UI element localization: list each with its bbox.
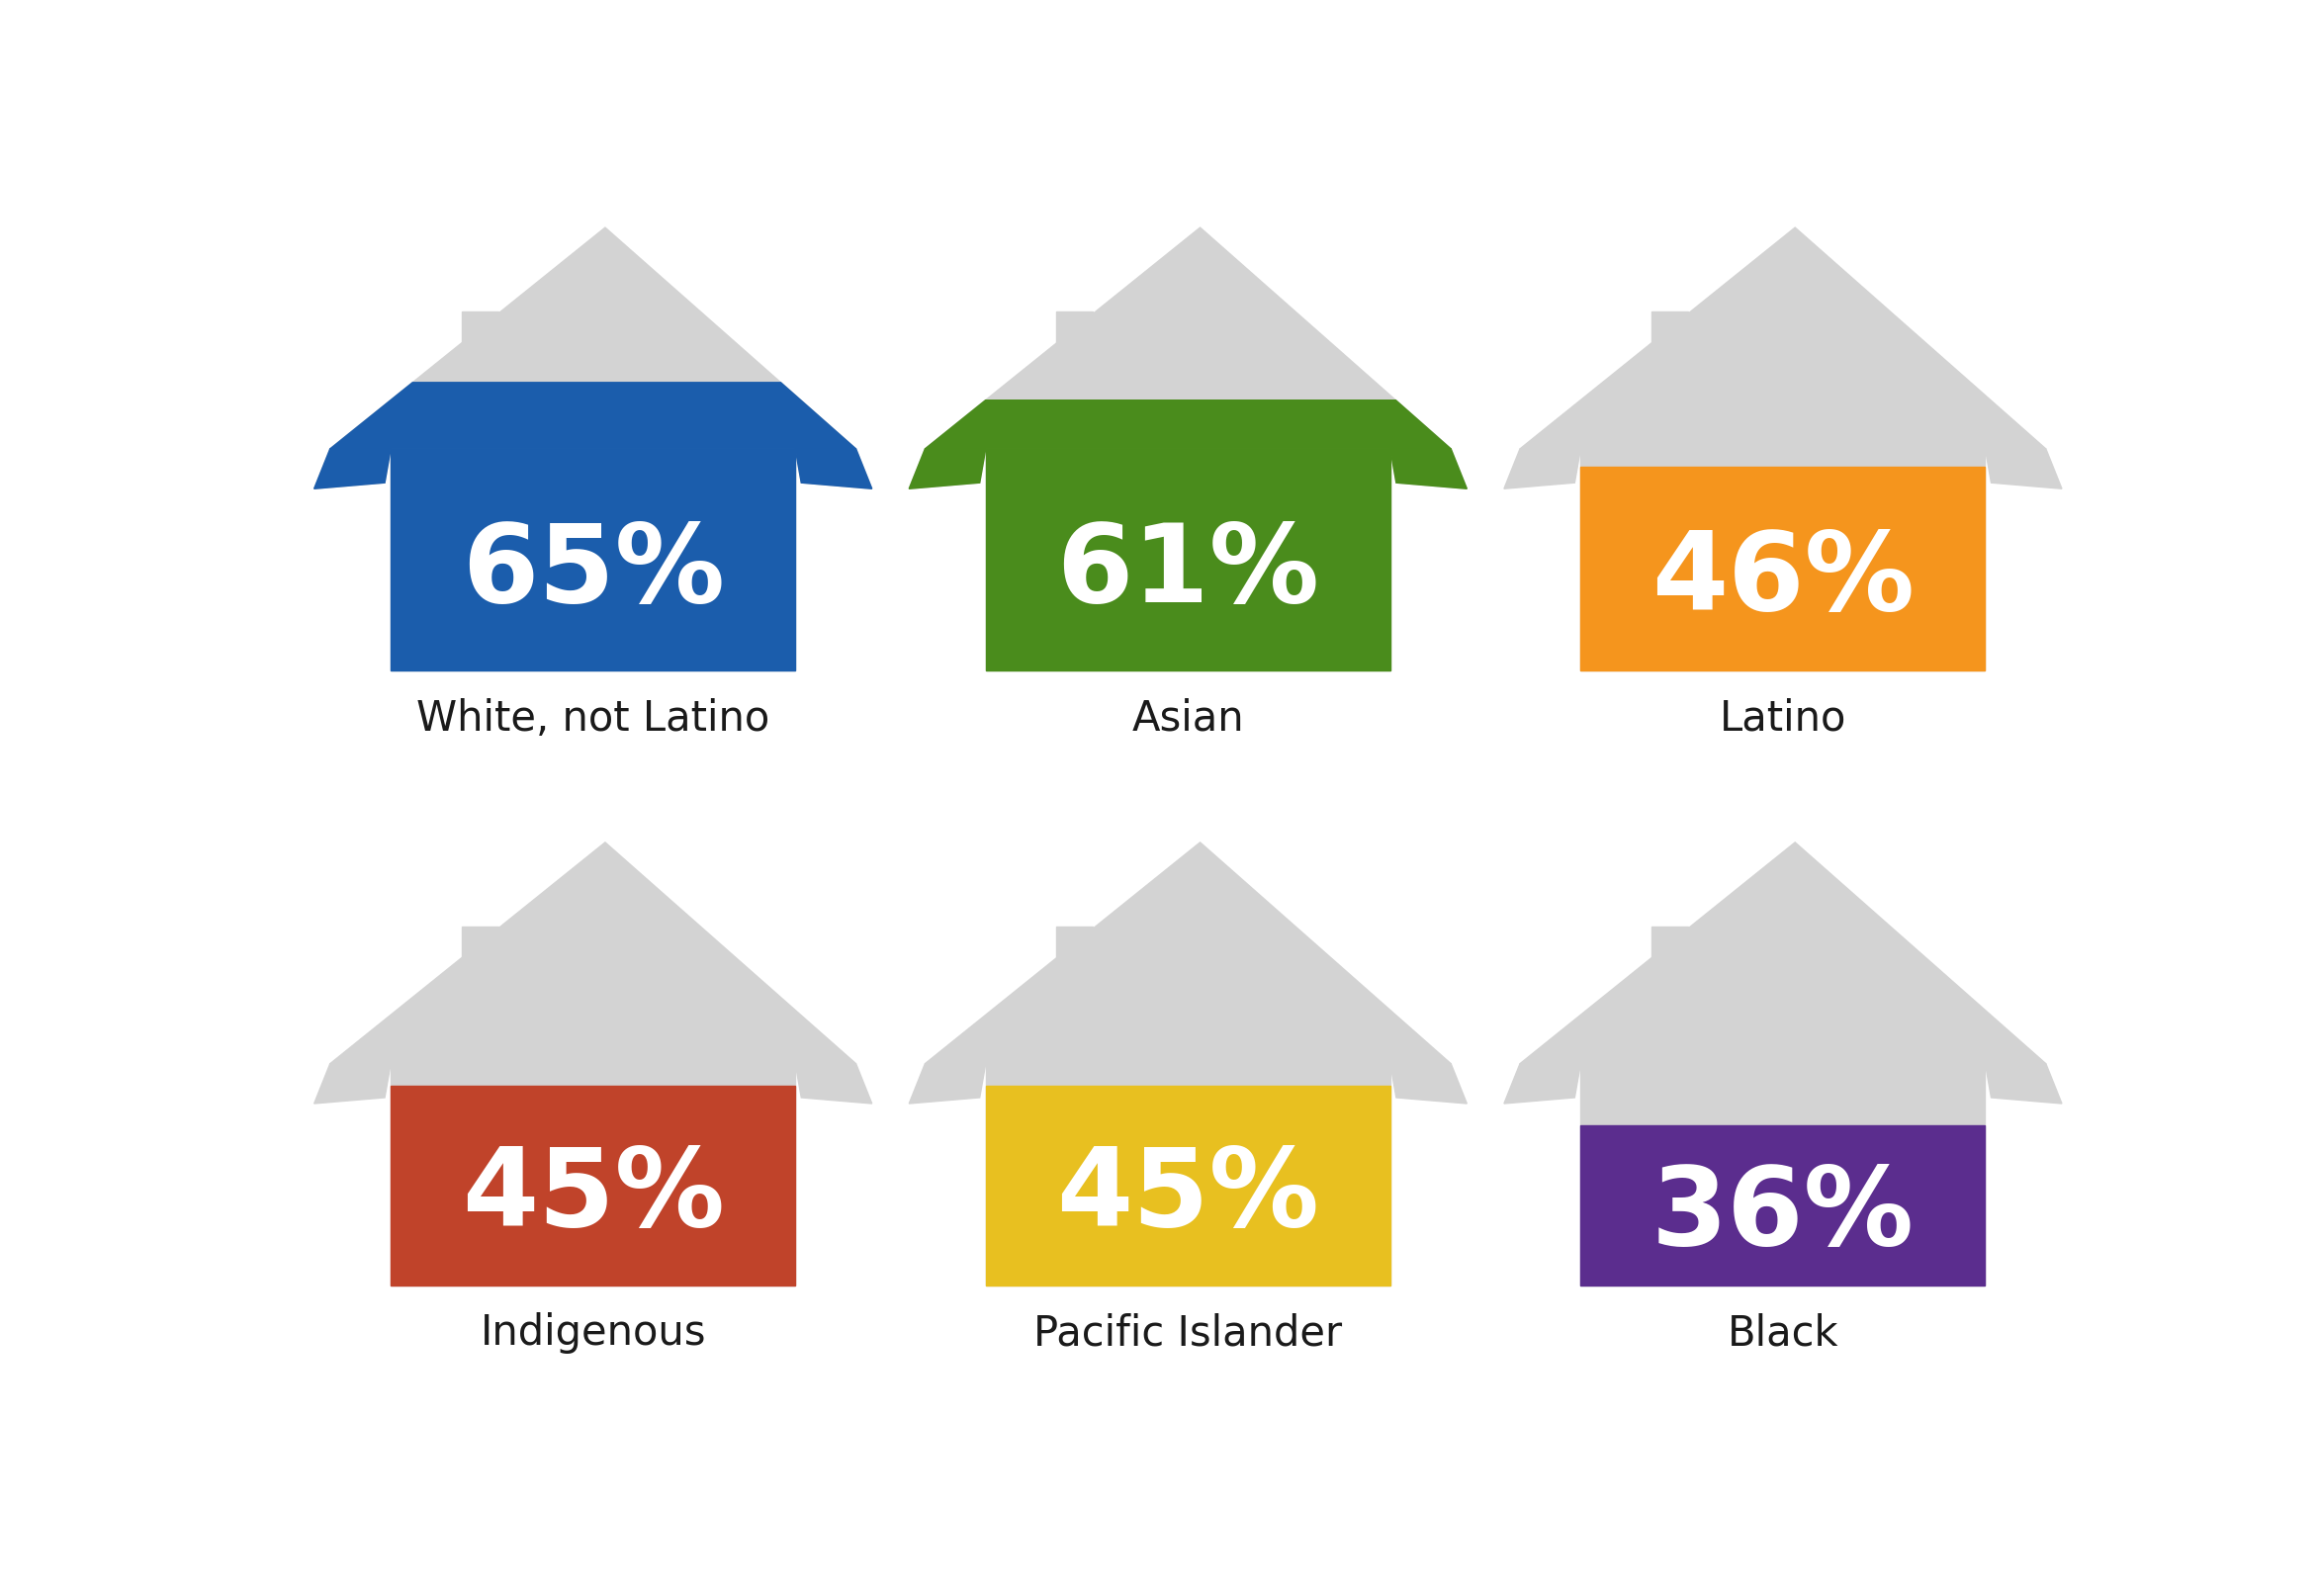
Polygon shape xyxy=(1984,450,2061,490)
Text: Latino: Latino xyxy=(1720,697,1847,739)
Polygon shape xyxy=(329,843,855,1065)
Bar xyxy=(1650,313,1688,365)
Polygon shape xyxy=(392,1065,795,1285)
Polygon shape xyxy=(795,1065,872,1104)
Text: 45%: 45% xyxy=(1057,1143,1319,1248)
Bar xyxy=(392,1087,795,1285)
Text: Indigenous: Indigenous xyxy=(480,1312,707,1353)
Text: 45%: 45% xyxy=(461,1143,726,1248)
Text: Black: Black xyxy=(1727,1312,1838,1353)
Text: 61%: 61% xyxy=(1057,519,1319,624)
Bar xyxy=(392,450,795,670)
Polygon shape xyxy=(392,450,795,670)
Polygon shape xyxy=(329,383,855,450)
Bar xyxy=(1650,927,1688,980)
Text: 46%: 46% xyxy=(1650,527,1915,632)
Polygon shape xyxy=(1504,450,1581,490)
Bar xyxy=(461,927,498,980)
Polygon shape xyxy=(909,450,985,490)
Polygon shape xyxy=(1391,450,1467,490)
Polygon shape xyxy=(985,450,1391,670)
Polygon shape xyxy=(925,843,1451,1065)
Bar xyxy=(461,313,498,365)
Polygon shape xyxy=(1504,1065,1581,1104)
Polygon shape xyxy=(315,1065,392,1104)
Text: 65%: 65% xyxy=(461,519,726,624)
Polygon shape xyxy=(1391,1065,1467,1104)
Polygon shape xyxy=(1391,450,1467,490)
Polygon shape xyxy=(985,1065,1391,1285)
Text: Pacific Islander: Pacific Islander xyxy=(1034,1312,1342,1353)
Polygon shape xyxy=(1521,228,2047,450)
Polygon shape xyxy=(315,450,392,490)
Polygon shape xyxy=(1581,1065,1984,1285)
Polygon shape xyxy=(1984,1065,2061,1104)
Polygon shape xyxy=(315,450,392,490)
Text: 36%: 36% xyxy=(1650,1160,1915,1267)
Polygon shape xyxy=(795,450,872,490)
Text: White, not Latino: White, not Latino xyxy=(417,697,770,739)
Polygon shape xyxy=(1581,450,1984,670)
Bar xyxy=(985,1087,1391,1285)
Bar xyxy=(1057,927,1092,980)
Bar xyxy=(1581,1127,1984,1285)
Bar xyxy=(1057,313,1092,365)
Bar xyxy=(985,450,1391,670)
Polygon shape xyxy=(1521,843,2047,1065)
Polygon shape xyxy=(909,1065,985,1104)
Polygon shape xyxy=(925,401,1451,450)
Polygon shape xyxy=(909,450,985,490)
Text: Asian: Asian xyxy=(1131,697,1245,739)
Bar xyxy=(1581,468,1984,670)
Polygon shape xyxy=(329,228,855,450)
Polygon shape xyxy=(925,228,1451,450)
Polygon shape xyxy=(795,450,872,490)
